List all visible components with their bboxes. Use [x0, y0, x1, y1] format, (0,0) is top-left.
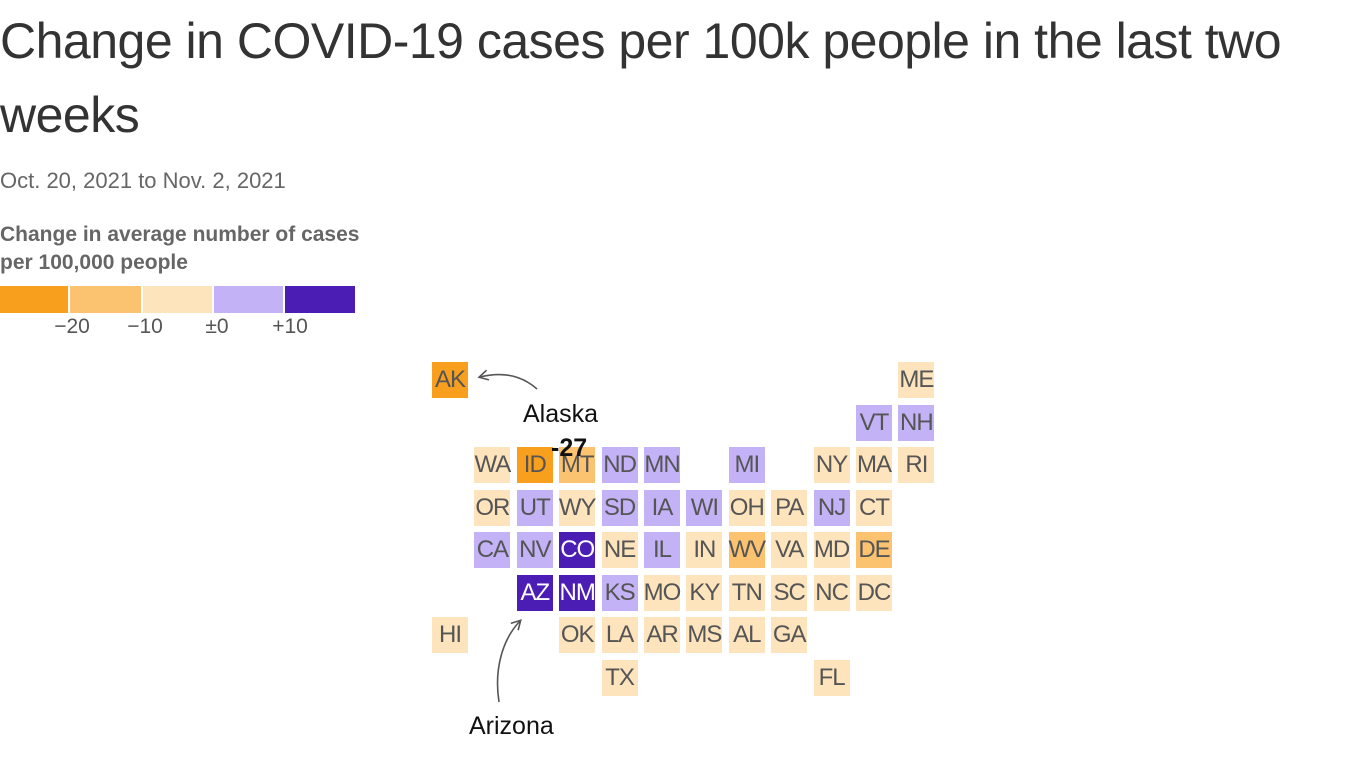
- state-tile-tx[interactable]: TX: [601, 659, 638, 696]
- state-tile-tn[interactable]: TN: [728, 574, 765, 611]
- legend-swatch-2: [70, 286, 141, 313]
- state-tile-ri[interactable]: RI: [898, 447, 935, 483]
- chart-title: Change in COVID-19 cases per 100k people…: [0, 13, 1282, 143]
- state-tile-wv[interactable]: WV: [728, 532, 766, 568]
- state-tile-mo[interactable]: MO: [644, 574, 681, 611]
- state-tile-md[interactable]: MD: [813, 532, 850, 568]
- state-tile-va[interactable]: VA: [771, 532, 808, 568]
- state-tile-la[interactable]: LA: [601, 617, 638, 653]
- state-tile-ca[interactable]: CA: [474, 532, 511, 568]
- state-tile-ms[interactable]: MS: [686, 617, 723, 653]
- legend-swatch-5: [285, 286, 355, 313]
- legend-title: Change in average number of cases per 10…: [0, 223, 360, 274]
- state-tile-in[interactable]: IN: [686, 532, 723, 568]
- state-tile-ne[interactable]: NE: [601, 532, 638, 568]
- state-tile-fl[interactable]: FL: [813, 659, 850, 696]
- state-tile-ia[interactable]: IA: [644, 489, 680, 526]
- legend-color-scale: [0, 286, 361, 313]
- alaska-annotation-value: -27: [551, 434, 588, 462]
- legend-tick-label: ±0: [205, 315, 229, 338]
- state-tile-dc[interactable]: DC: [856, 574, 892, 611]
- state-tile-nc[interactable]: NC: [813, 574, 850, 611]
- state-tile-nm[interactable]: NM: [559, 574, 596, 611]
- state-tile-ak[interactable]: AK: [432, 362, 468, 398]
- state-tile-mi[interactable]: MI: [728, 447, 765, 483]
- state-tile-ky[interactable]: KY: [686, 574, 723, 611]
- state-tile-wi[interactable]: WI: [686, 489, 723, 526]
- state-tile-sc[interactable]: SC: [771, 574, 808, 611]
- state-tile-ma[interactable]: MA: [856, 447, 892, 483]
- chart-subtitle: Oct. 20, 2021 to Nov. 2, 2021: [0, 168, 286, 193]
- state-tile-me[interactable]: ME: [898, 362, 935, 398]
- state-tile-ga[interactable]: GA: [771, 617, 808, 653]
- state-tile-de[interactable]: DE: [856, 532, 892, 568]
- state-tile-id[interactable]: ID: [516, 447, 553, 483]
- state-tile-co[interactable]: CO: [559, 532, 596, 568]
- state-tile-ut[interactable]: UT: [516, 489, 553, 526]
- arizona-annotation-label: Arizona: [469, 712, 554, 740]
- legend-swatch-1: [0, 286, 68, 313]
- legend-tick-label: −20: [54, 315, 90, 338]
- state-tile-ny[interactable]: NY: [813, 447, 850, 483]
- legend-tick-label: −10: [127, 315, 163, 338]
- state-tile-nd[interactable]: ND: [601, 447, 638, 483]
- state-tile-al[interactable]: AL: [728, 617, 765, 653]
- state-tile-pa[interactable]: PA: [771, 489, 808, 526]
- state-tile-vt[interactable]: VT: [856, 404, 892, 441]
- alaska-annotation-label: Alaska: [523, 400, 599, 428]
- state-tile-nh[interactable]: NH: [898, 404, 935, 441]
- state-tile-oh[interactable]: OH: [728, 489, 765, 526]
- state-tile-nv[interactable]: NV: [516, 532, 553, 568]
- state-tile-ct[interactable]: CT: [856, 489, 892, 526]
- state-tile-ok[interactable]: OK: [559, 617, 596, 653]
- state-tile-il[interactable]: IL: [644, 532, 680, 568]
- state-tile-hi[interactable]: HI: [432, 617, 468, 653]
- state-tile-az[interactable]: AZ: [516, 574, 553, 611]
- state-tile-wy[interactable]: WY: [559, 489, 597, 526]
- legend-tick-label: +10: [272, 315, 308, 338]
- state-tile-sd[interactable]: SD: [601, 489, 638, 526]
- state-tile-ks[interactable]: KS: [601, 574, 638, 611]
- state-tile-wa[interactable]: WA: [474, 447, 511, 483]
- state-tile-mt[interactable]: MT: [559, 447, 596, 483]
- state-tile-ar[interactable]: AR: [644, 617, 680, 653]
- legend-swatch-4: [214, 286, 283, 313]
- state-tile-mn[interactable]: MN: [644, 447, 681, 483]
- state-tile-nj[interactable]: NJ: [813, 489, 850, 526]
- legend-swatch-3: [143, 286, 212, 313]
- state-tile-or[interactable]: OR: [474, 489, 511, 526]
